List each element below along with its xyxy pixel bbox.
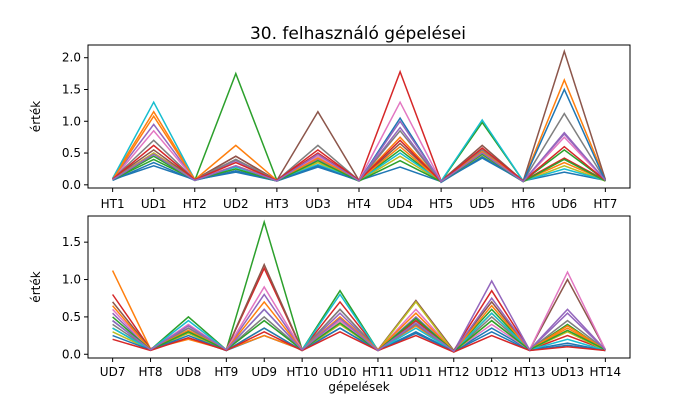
chart-title: 30. felhasználó gépelései (250, 24, 466, 44)
series-line-13 (112, 316, 606, 353)
y-tick-label: 0.0 (62, 347, 81, 361)
x-tick-label: UD7 (100, 365, 126, 379)
y-tick-label: 1.5 (62, 235, 81, 249)
series-line-10 (112, 293, 606, 353)
y-tick-label: 1.0 (62, 273, 81, 287)
x-tick-label: UD6 (551, 197, 577, 211)
x-tick-label: HT2 (183, 197, 207, 211)
y-tick-label: 0.5 (62, 146, 81, 160)
x-tick-label: HT6 (511, 197, 535, 211)
x-tick-label: HT9 (214, 365, 238, 379)
y-tick-label: 1.0 (62, 114, 81, 128)
x-tick-label: UD13 (551, 365, 584, 379)
x-tick-label: HT3 (265, 197, 289, 211)
x-tick-label: HT14 (590, 365, 622, 379)
x-tick-label: HT8 (139, 365, 163, 379)
x-tick-label: UD4 (387, 197, 413, 211)
x-tick-label: HT11 (362, 365, 394, 379)
x-tick-label: HT5 (429, 197, 453, 211)
x-tick-label: HT7 (593, 197, 617, 211)
x-axis-label: gépelések (328, 380, 389, 394)
x-tick-label: HT12 (438, 365, 470, 379)
x-tick-label: UD11 (399, 365, 432, 379)
series-line-14 (112, 330, 606, 353)
x-tick-label: UD2 (223, 197, 249, 211)
y-tick-label: 0.5 (62, 310, 81, 324)
x-tick-label: UD10 (323, 365, 356, 379)
plot-frame (87, 215, 631, 359)
series-lines (111, 48, 607, 184)
x-tick-label: UD12 (475, 365, 508, 379)
x-tick-label: UD3 (305, 197, 331, 211)
x-tick-label: UD1 (141, 197, 167, 211)
x-tick-label: UD8 (176, 365, 202, 379)
series-line-15 (112, 119, 606, 183)
top-subplot: HT1 UD1 HT2 UD2 HT3 UD3 HT4 UD4 HT5 UD5 HT6 UD6 HT7 0… (29, 44, 631, 211)
x-tick-label: UD5 (469, 197, 495, 211)
x-tick-label: HT1 (101, 197, 125, 211)
y-axis-label: érték (29, 271, 43, 302)
series-lines (111, 219, 607, 354)
y-tick-label: 0.0 (62, 178, 81, 192)
bottom-subplot: UD7 HT8 UD8 HT9 UD9 HT10 UD10 HT11 UD11 HT12 UD12 H… (29, 215, 631, 394)
y-tick-label: 2.0 (62, 51, 81, 65)
x-tick-label: HT10 (286, 365, 318, 379)
x-tick-label: HT13 (514, 365, 546, 379)
y-axis-label: érték (29, 101, 43, 132)
series-line-15 (112, 296, 606, 353)
y-tick-label: 1.5 (62, 82, 81, 96)
x-tick-label: HT4 (347, 197, 371, 211)
x-tick-label: UD9 (251, 365, 277, 379)
